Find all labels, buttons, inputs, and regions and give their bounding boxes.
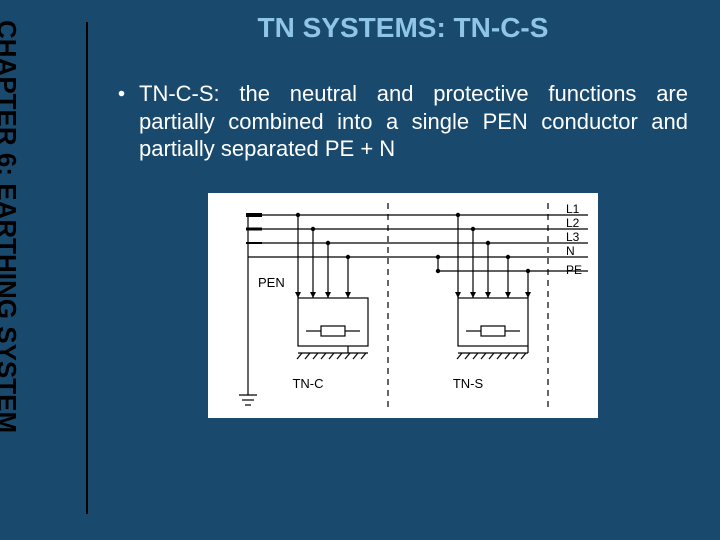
tn-c-s-diagram: L1L2L3N PE PEN TN-C TN-S — [208, 193, 598, 418]
chapter-label: CHAPTER 6: EARTHING SYSTEM — [0, 20, 22, 520]
bullet-item: TN-C-S: the neutral and protective funct… — [118, 80, 688, 163]
sidebar: CHAPTER 6: EARTHING SYSTEM — [0, 0, 90, 540]
svg-text:PEN: PEN — [258, 275, 285, 290]
svg-text:N: N — [566, 244, 575, 258]
bullet-dot-icon — [118, 90, 125, 97]
bullet-text: TN-C-S: the neutral and protective funct… — [139, 80, 688, 163]
svg-text:L1: L1 — [566, 202, 580, 216]
svg-text:L3: L3 — [566, 230, 580, 244]
svg-text:L2: L2 — [566, 216, 580, 230]
svg-text:TN-S: TN-S — [453, 376, 484, 391]
diagram-container: L1L2L3N PE PEN TN-C TN-S — [118, 193, 688, 418]
svg-text:PE: PE — [566, 263, 582, 277]
slide: CHAPTER 6: EARTHING SYSTEM TN SYSTEMS: T… — [0, 0, 720, 540]
sidebar-divider — [86, 22, 88, 514]
content-area: TN SYSTEMS: TN-C-S TN-C-S: the neutral a… — [90, 0, 720, 540]
page-title: TN SYSTEMS: TN-C-S — [118, 12, 688, 44]
svg-text:TN-C: TN-C — [292, 376, 323, 391]
